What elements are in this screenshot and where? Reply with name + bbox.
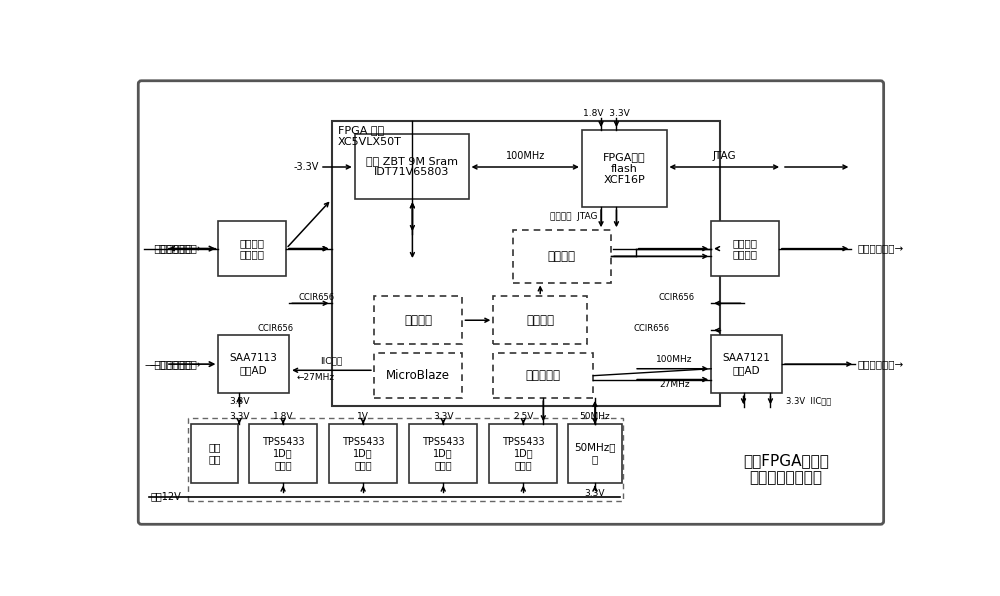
Text: TPS5433
1D稳
压电路: TPS5433 1D稳 压电路 — [422, 437, 465, 470]
Text: ←27MHz: ←27MHz — [296, 374, 334, 383]
Text: 3.3V: 3.3V — [585, 489, 605, 498]
Text: 稳压
电路: 稳压 电路 — [208, 443, 221, 464]
Text: MicroBlaze: MicroBlaze — [386, 369, 450, 382]
Bar — [489, 424, 557, 483]
Text: 3.3V: 3.3V — [229, 412, 249, 421]
Text: 3.3V  IIC总线: 3.3V IIC总线 — [786, 396, 831, 406]
Bar — [582, 130, 666, 207]
Bar — [191, 424, 238, 483]
Bar — [374, 296, 462, 344]
Bar — [711, 335, 782, 393]
Text: 配置数据  JTAG: 配置数据 JTAG — [550, 212, 598, 221]
Bar — [374, 353, 462, 398]
Bar — [512, 230, 611, 283]
Bar — [493, 296, 587, 344]
Text: 输出数字视频→: 输出数字视频→ — [857, 244, 904, 254]
Text: 100MHz: 100MHz — [656, 355, 692, 364]
Text: CCIR656: CCIR656 — [633, 324, 669, 333]
Text: 100MHz: 100MHz — [506, 151, 545, 161]
Bar — [249, 424, 317, 483]
Text: TPS5433
1D稳
压电路: TPS5433 1D稳 压电路 — [262, 437, 304, 470]
Bar — [329, 424, 397, 483]
Text: 3.3V: 3.3V — [433, 412, 453, 421]
Text: 1.8V: 1.8V — [273, 412, 293, 421]
Text: 27MHz: 27MHz — [659, 380, 690, 389]
Bar — [188, 418, 623, 501]
Text: 50MHz晶
振: 50MHz晶 振 — [574, 443, 616, 464]
Text: TPS5433
1D稳
压电路: TPS5433 1D稳 压电路 — [502, 437, 545, 470]
Text: CCIR656: CCIR656 — [659, 293, 695, 302]
Text: 3.3V: 3.3V — [229, 396, 249, 406]
Text: CCIR656: CCIR656 — [257, 324, 293, 333]
Text: 运动滤波: 运动滤波 — [526, 313, 554, 327]
Text: —输入数字视频: —输入数字视频 — [149, 244, 197, 254]
Text: 电子稳像电路装置: 电子稳像电路装置 — [749, 471, 822, 486]
Text: CCIR656: CCIR656 — [298, 293, 335, 302]
Text: 50MHz: 50MHz — [580, 412, 610, 421]
Text: 输出模拟视频→: 输出模拟视频→ — [857, 359, 904, 369]
Bar — [493, 353, 593, 398]
Text: SAA7121
视频AD: SAA7121 视频AD — [723, 353, 771, 375]
Bar — [568, 424, 622, 483]
Text: 运动估计: 运动估计 — [404, 313, 432, 327]
Text: 2.5V: 2.5V — [513, 412, 533, 421]
Bar — [711, 221, 779, 277]
Text: SAA7113
视频AD: SAA7113 视频AD — [230, 353, 278, 375]
Bar — [409, 424, 477, 483]
Text: FPGA 芋片
XC5VLX50T: FPGA 芋片 XC5VLX50T — [338, 125, 402, 147]
Bar — [355, 134, 469, 199]
Text: TPS5433
1D稳
压电路: TPS5433 1D稳 压电路 — [342, 437, 384, 470]
Text: —输入数字视频→: —输入数字视频→ — [144, 244, 201, 254]
Text: 外接12V: 外接12V — [151, 492, 181, 502]
Text: 帧存 ZBT 9M Sram
IDT71V65803: 帧存 ZBT 9M Sram IDT71V65803 — [366, 156, 458, 178]
Bar — [218, 221, 286, 277]
Text: 1V: 1V — [357, 412, 369, 421]
Text: —输入模拟视频→: —输入模拟视频→ — [144, 359, 201, 369]
Text: 1.8V  3.3V: 1.8V 3.3V — [583, 108, 630, 117]
Text: 数字视频
输入接口: 数字视频 输入接口 — [240, 238, 265, 259]
Text: JTAG: JTAG — [712, 151, 736, 161]
Text: IIC总线: IIC总线 — [320, 356, 343, 365]
Text: -3.3V: -3.3V — [293, 162, 318, 172]
Text: —输入模拟视频: —输入模拟视频 — [149, 359, 197, 369]
Text: FPGA配置
flash
XCF16P: FPGA配置 flash XCF16P — [603, 152, 645, 185]
Text: 时钟管理器: 时钟管理器 — [526, 369, 561, 382]
Text: 数字视频
输出接口: 数字视频 输出接口 — [733, 238, 758, 259]
FancyBboxPatch shape — [138, 81, 884, 524]
Text: 运动补偿: 运动补偿 — [548, 250, 576, 263]
Text: 基于FPGA的实时: 基于FPGA的实时 — [743, 454, 829, 468]
Bar — [218, 335, 289, 393]
Bar — [332, 121, 720, 406]
